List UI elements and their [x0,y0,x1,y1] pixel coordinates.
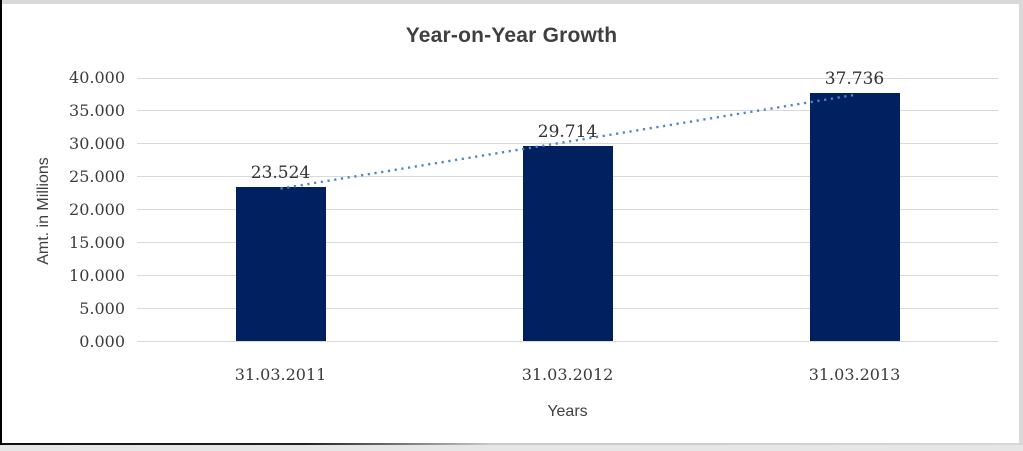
y-axis-tick-label: 20.000 [69,199,125,219]
y-axis-tick-label: 35.000 [69,100,125,120]
y-axis-tick-label: 0.000 [79,331,125,351]
x-axis-tick-label: 31.03.2013 [808,364,901,384]
gridline [137,77,998,79]
x-axis-title: Years [547,403,588,420]
bar-value-label: 37.736 [824,68,885,89]
y-axis-tick-label: 30.000 [69,133,125,153]
frame-border-top [0,0,1023,4]
x-axis-tick-label: 31.03.2011 [234,364,327,384]
frame-border-left [0,0,2,445]
x-axis-tick-label: 31.03.2012 [521,364,614,384]
bar-31.03.2013 [809,92,900,342]
gridline [137,341,998,342]
frame-border-bottom-strip [0,445,1023,451]
bar-value-label: 23.524 [250,162,311,183]
y-axis-tick-label: 5.000 [79,298,125,318]
y-axis-tick-label: 15.000 [69,232,125,252]
bar-31.03.2012 [522,145,613,342]
y-axis-tick-label: 25.000 [69,166,125,186]
bar-31.03.2011 [235,186,326,342]
y-axis-tick-label: 10.000 [69,265,125,285]
frame-border-right [1019,4,1023,445]
chart-title: Year-on-Year Growth [405,24,618,47]
y-axis-tick-label: 40.000 [69,68,125,87]
bar-value-label: 29.714 [537,121,598,142]
frame-border-bottom [0,443,1023,445]
